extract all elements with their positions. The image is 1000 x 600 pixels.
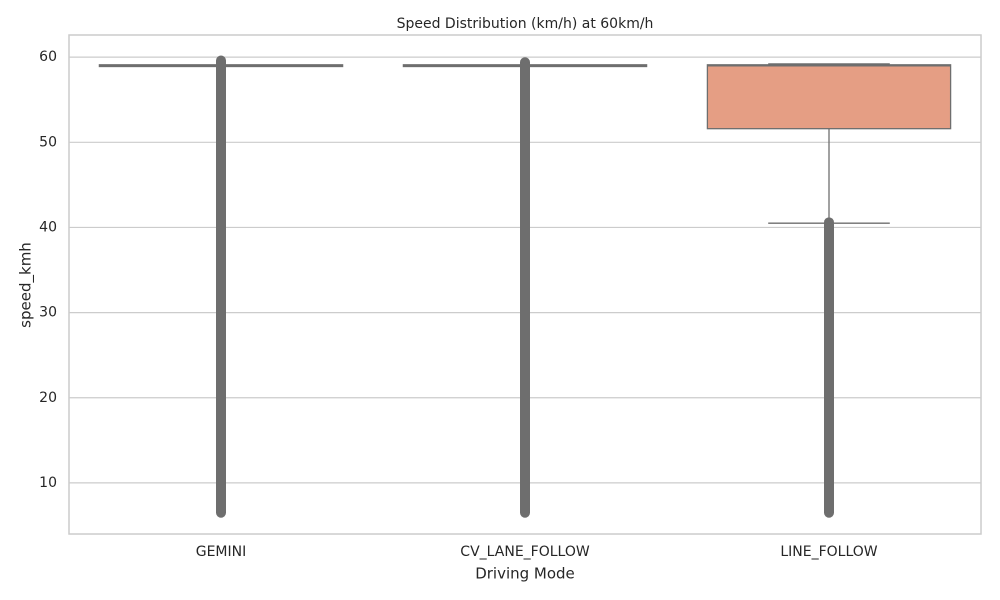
y-axis-label: speed_kmh (17, 242, 36, 328)
y-tick-label: 60 (39, 49, 57, 65)
outliers (216, 55, 226, 518)
y-tick-label: 50 (39, 134, 57, 150)
box (706, 64, 952, 130)
outliers (824, 217, 834, 518)
x-tick-label: CV_LANE_FOLLOW (460, 544, 590, 560)
plot-frame (68, 34, 982, 535)
x-axis-label: Driving Mode (475, 565, 575, 583)
y-tick-label: 30 (39, 305, 57, 321)
y-tick-label: 10 (39, 475, 57, 491)
y-tick-label: 20 (39, 390, 57, 406)
x-tick-label: LINE_FOLLOW (780, 544, 877, 560)
y-tick-label: 40 (39, 219, 57, 235)
x-tick-label: GEMINI (196, 544, 247, 560)
chart-title: Speed Distribution (km/h) at 60km/h (397, 16, 654, 32)
outliers (520, 57, 530, 518)
